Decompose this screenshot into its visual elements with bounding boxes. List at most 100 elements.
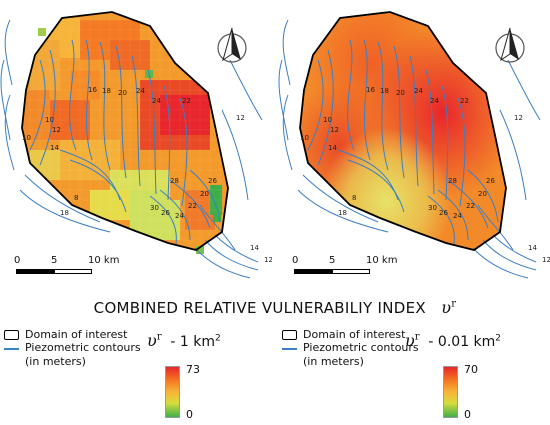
piezometric-sublabel: (in meters) [25,355,86,368]
contour-label: 24 [175,212,184,220]
domain-label: Domain of interest [303,328,406,341]
index-symbol: υr [405,331,420,350]
contour-label: 26 [208,177,217,185]
piezometric-swatch [4,348,19,350]
ramp-max: 70 [464,363,478,376]
resolution-sup: 2 [495,333,502,344]
contour-label: 30 [150,204,159,212]
contour-label: 26 [439,209,448,217]
contour-label: 20 [118,89,127,97]
ramp-max: 73 [186,363,200,376]
contour-label: 8 [74,194,78,202]
scale-tick-10: 10 km [366,255,398,266]
scale-tick-5: 5 [329,255,336,266]
contour-label: 20 [200,190,209,198]
contour-label: 12 [52,126,61,134]
contour-label: 14 [528,244,537,252]
color-ramp [165,366,180,418]
scale-tick-0: 0 [292,255,299,266]
contour-label: 26 [161,209,170,217]
index-symbol-sup: r [451,298,457,310]
contour-label: 10 [22,134,31,142]
index-symbol-char: υ [441,298,452,317]
piezometric-label: Piezometric contours [303,341,419,354]
domain-label: Domain of interest [25,328,128,341]
index-symbol-char: υ [405,331,415,350]
ramp-min: 0 [186,408,193,421]
contour-label: 12 [542,256,550,264]
contour-label: 16 [88,86,97,94]
ramp-min: 0 [464,408,471,421]
contour-label: 12 [330,126,339,134]
contour-label: 22 [466,202,475,210]
contour-label: 8 [352,194,356,202]
index-symbol: υr [147,331,162,350]
scale-segment-white [332,269,370,274]
index-symbol-sup: r [414,331,420,343]
resolution-label: υr - 0.01 km2 [405,331,501,350]
resolution-text: - 0.01 km [428,334,496,350]
edge-pixel [213,212,221,222]
contour-label: 16 [366,86,375,94]
contour-label: 14 [328,144,337,152]
resolution-sup: 2 [215,333,221,344]
contour-label: 14 [50,144,59,152]
contour-label: 26 [486,177,495,185]
contour-label: 18 [60,209,69,217]
contour-label: 28 [170,177,179,185]
contour-label: 12 [264,256,272,264]
contour-label: 10 [300,134,309,142]
contour-label: 24 [152,97,161,105]
contour-label: 12 [236,114,245,122]
scale-segment-white [54,269,92,274]
figure-title-text: COMBINED RELATIVE VULNERABILIY INDEX [93,299,426,317]
contour-label: 12 [514,114,523,122]
map-right-001km: 16 18 20 24 24 22 10 12 14 8 28 26 30 26… [278,0,550,282]
piezometric-swatch [282,348,297,350]
piezometric-contours-left [0,19,263,279]
legend-left: Domain of interest Piezometric contours … [4,326,272,425]
scale-tick-10: 10 km [88,255,120,266]
scale-tick-0: 0 [14,255,21,266]
contour-label: 10 [323,116,332,124]
contour-label: 22 [182,97,191,105]
map-right-canvas: 16 18 20 24 24 22 10 12 14 8 28 26 30 26… [278,11,550,279]
contour-label: 24 [453,212,462,220]
contour-label: 20 [396,89,405,97]
contour-label: 18 [338,209,347,217]
index-symbol: υr [441,298,456,317]
map-left-canvas: 16 18 20 24 24 22 10 12 14 8 28 26 30 26… [0,11,272,279]
contour-label: 18 [380,87,389,95]
index-symbol-char: υ [147,331,157,350]
index-symbol-sup: r [156,331,162,343]
contour-label: 14 [250,244,259,252]
contour-label: 20 [478,190,487,198]
piezometric-label: Piezometric contours [25,341,141,354]
color-ramp [443,366,458,418]
contour-label: 22 [460,97,469,105]
contour-labels-right: 16 18 20 24 24 22 10 12 14 8 28 26 30 26… [300,86,550,264]
domain-swatch [282,330,297,340]
contour-label: 10 [45,116,54,124]
resolution-text: - 1 km [170,334,216,350]
scale-segment-black [294,269,332,274]
north-arrow-icon [217,27,247,63]
contour-label: 24 [136,87,145,95]
domain-outline-left [21,11,229,251]
contour-label: 28 [448,177,457,185]
contour-label: 30 [428,204,437,212]
contour-label: 18 [102,87,111,95]
north-arrow-icon [495,27,525,63]
map-left-1km: 16 18 20 24 24 22 10 12 14 8 28 26 30 26… [0,0,272,282]
piezometric-contours-right [278,19,541,279]
legend-right: Domain of interest Piezometric contours … [282,326,550,425]
contour-labels-left: 16 18 20 24 24 22 10 12 14 8 28 26 30 26… [22,86,272,264]
domain-swatch [4,330,19,340]
domain-outline-right [299,11,507,251]
contour-label: 22 [188,202,197,210]
contour-label: 24 [430,97,439,105]
scale-segment-black [16,269,54,274]
contour-label: 24 [414,87,423,95]
scale-tick-5: 5 [51,255,58,266]
